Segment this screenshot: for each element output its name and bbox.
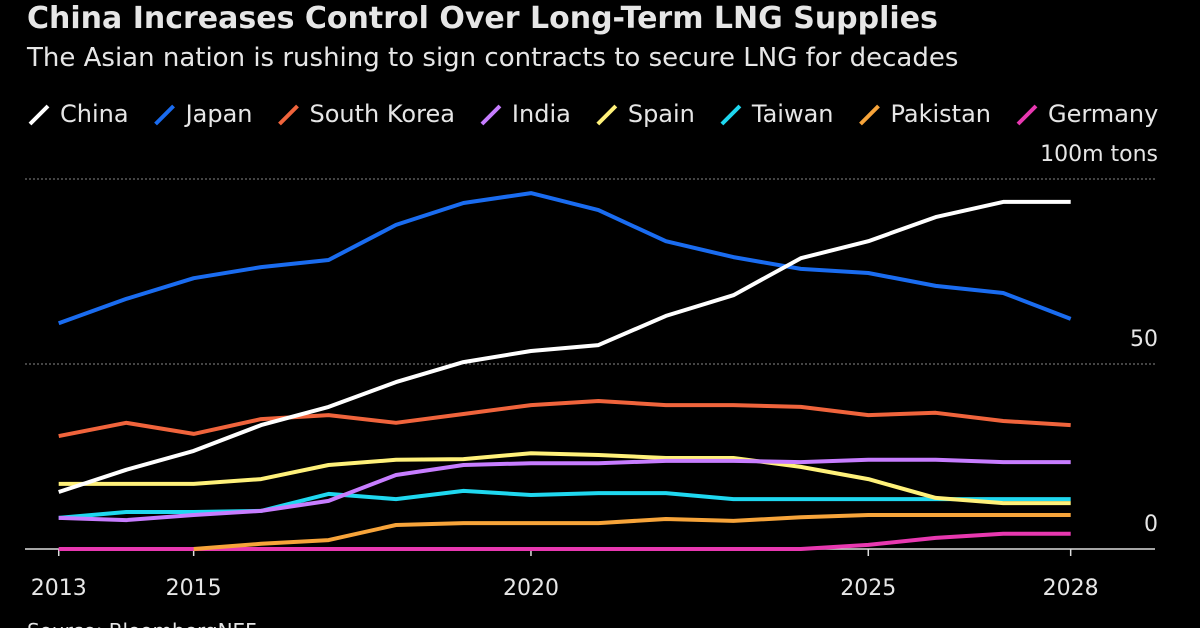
- legend-swatch: [1016, 104, 1038, 126]
- x-tick-label: 2028: [1043, 576, 1099, 601]
- y-tick-label: 50: [1130, 327, 1158, 352]
- legend-swatch: [720, 104, 742, 126]
- chart-subtitle: The Asian nation is rushing to sign cont…: [26, 43, 958, 73]
- chart-title: China Increases Control Over Long-Term L…: [27, 1, 938, 36]
- legend-swatch: [480, 104, 502, 126]
- x-tick-label: 2015: [166, 576, 222, 601]
- legend-swatch: [154, 104, 175, 126]
- series-line: [58, 199, 1071, 494]
- series-line: [58, 399, 1071, 439]
- series-line: [58, 457, 1071, 523]
- legend-swatch: [859, 104, 880, 126]
- legend-label: India: [512, 100, 571, 128]
- x-tick-label: 2013: [31, 576, 87, 601]
- x-tick-label: 2020: [503, 576, 559, 601]
- legend-label: China: [60, 100, 129, 128]
- legend-swatch: [278, 104, 299, 126]
- legend-label: Taiwan: [751, 100, 834, 128]
- x-tick-label: 2025: [840, 576, 896, 601]
- legend-label: Spain: [628, 100, 695, 128]
- legend-label: South Korea: [310, 100, 455, 128]
- legend-label: Pakistan: [891, 100, 992, 128]
- series-line: [58, 531, 1071, 551]
- legend-swatch: [28, 104, 50, 126]
- series-line: [193, 513, 1071, 551]
- source: Source: BloombergNEF: [27, 619, 257, 628]
- y-tick-label: 0: [1144, 512, 1158, 537]
- legend-label: Germany: [1048, 100, 1158, 128]
- series-line: [58, 451, 1071, 506]
- legend-label: Japan: [184, 100, 253, 128]
- y-tick-label: 100m tons: [1040, 142, 1158, 167]
- series-line: [58, 191, 1072, 326]
- legend-swatch: [596, 104, 618, 126]
